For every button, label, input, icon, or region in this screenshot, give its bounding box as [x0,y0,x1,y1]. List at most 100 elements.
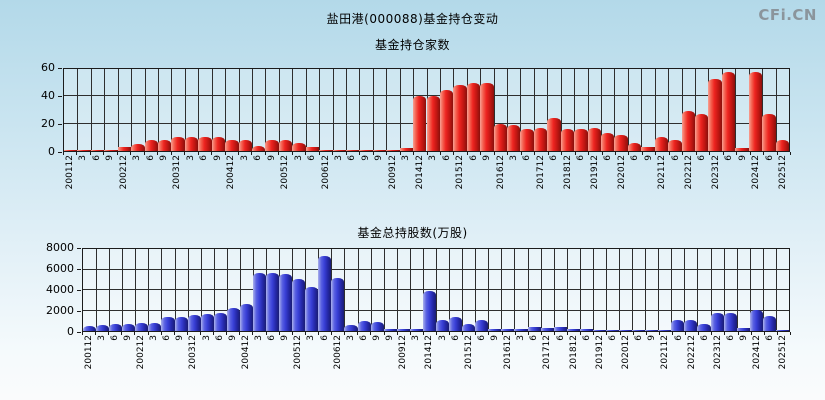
x-axis-label: 9 [280,335,291,341]
x-axis-label: 202012 [621,335,632,370]
bar [161,317,175,331]
bar [553,326,567,331]
bar [344,324,358,331]
x-axis-label: 201912 [589,155,600,190]
x-axis-label: 6 [555,335,566,341]
y-axis-tick [58,68,62,69]
grid-line [122,249,124,331]
axis-tick [239,332,241,335]
x-axis-label: 3 [411,335,422,341]
bar [252,273,267,331]
x-axis-label: 6 [549,155,560,161]
bar [383,329,397,331]
grid-line [735,69,737,151]
bar [775,140,789,151]
grid-line [507,69,509,151]
axis-tick [561,152,563,155]
x-axis-label: 6 [214,335,225,341]
grid-line [514,249,516,331]
bar [632,329,646,331]
grid-line [144,69,146,151]
grid-line [90,69,92,151]
cfi-logo: CFi.CN [758,6,817,24]
grid-line [383,249,385,331]
axis-tick [422,332,424,335]
x-axis-label: 3 [437,335,448,341]
axis-tick [776,152,778,155]
grid-line [148,249,150,331]
bar [413,96,427,151]
axis-tick [722,152,724,155]
x-axis-label: 200512 [293,335,304,370]
bar [278,140,293,151]
x-axis-label: 9 [490,335,500,341]
bar [614,134,628,151]
x-axis-label: 6 [162,335,173,341]
grid-line [553,249,555,331]
axis-tick [409,332,411,335]
grid-line [695,69,697,151]
bar [96,324,110,331]
axis-tick [238,152,240,155]
top-chart-title: 基金持仓家数 [374,38,450,52]
grid-line [292,69,294,151]
grid-line [619,249,621,331]
grid-line [614,69,616,151]
grid-line [399,69,401,151]
axis-tick [493,152,495,155]
axis-tick [116,152,118,155]
x-axis-label: 9 [643,155,654,161]
axis-tick [698,332,700,335]
axis-tick [540,332,542,335]
bar [226,308,240,331]
bar [292,278,306,331]
x-axis-label: 9 [374,155,385,161]
x-axis-label: 200412 [240,335,251,370]
grid-line [422,249,424,331]
bar [211,137,226,151]
x-axis-label: 6 [441,155,452,161]
y-axis-label: 8000 [46,241,74,254]
bar [466,82,481,151]
axis-tick [291,332,293,335]
axis-tick [475,332,477,335]
grid-line [671,249,673,331]
x-axis-label: 200312 [172,155,183,190]
axis-tick [278,332,280,335]
axis-tick [527,332,529,335]
y-axis-label: 4000 [46,283,74,296]
axis-tick [170,152,172,155]
axis-tick [264,152,266,155]
axis-tick [95,332,97,335]
x-axis-label: 6 [91,155,102,161]
axis-tick [399,152,401,155]
x-axis-label: 9 [360,155,371,161]
bar [540,327,554,331]
axis-tick [574,152,576,155]
x-axis-label: 3 [306,335,317,341]
axis-tick [668,152,670,155]
grid-line [697,249,699,331]
y-axis-label: 20 [41,117,55,130]
axis-tick [462,332,464,335]
axis-tick [736,152,738,155]
y-axis-tick [77,269,81,270]
y-axis-label: 0 [48,145,55,158]
x-axis-label: 202112 [660,335,671,370]
x-axis-label: 6 [603,155,614,161]
axis-tick [658,332,660,335]
axis-tick [160,332,162,335]
axis-tick [134,332,136,335]
x-axis-label: 6 [468,155,479,161]
bar [462,323,476,331]
axis-tick [737,332,739,335]
grid-line [627,69,629,151]
x-axis-label: 3 [401,155,412,161]
x-axis-label: 9 [105,155,116,161]
x-axis-label: 200112 [83,335,94,370]
axis-tick [466,152,468,155]
bar [251,145,266,151]
x-axis-label: 3 [516,335,527,341]
bar [507,125,521,151]
x-axis-label: 6 [109,335,120,341]
